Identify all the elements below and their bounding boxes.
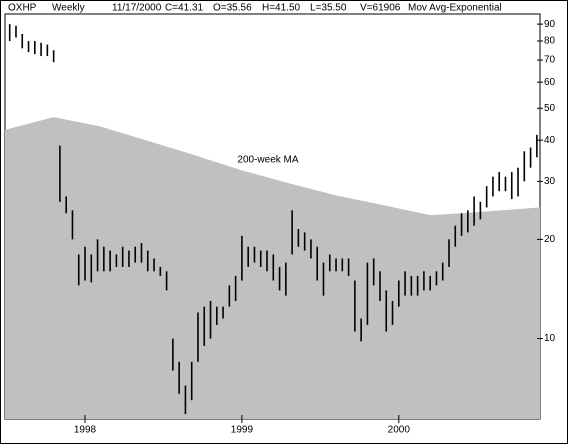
y-tick-label: 30 xyxy=(544,176,556,187)
header-text: H=41.50 xyxy=(262,3,301,14)
x-tick-label: 2000 xyxy=(388,425,411,436)
y-tick-label: 20 xyxy=(544,234,556,245)
y-tick-label: 60 xyxy=(544,77,556,88)
y-tick-label: 80 xyxy=(544,36,556,47)
x-tick-label: 1999 xyxy=(231,425,254,436)
header-text: Weekly xyxy=(52,3,85,14)
header-text: OXHP xyxy=(8,3,37,14)
header-text: C=41.31 xyxy=(165,3,204,14)
y-tick-label: 50 xyxy=(544,103,556,114)
header-text: V=61906 xyxy=(360,3,401,14)
x-tick-label: 1998 xyxy=(74,425,97,436)
y-tick-label: 10 xyxy=(544,333,556,344)
header-text: 11/17/2000 xyxy=(112,3,162,14)
header-text: L=35.50 xyxy=(310,3,347,14)
layer xyxy=(5,24,540,419)
header-text: Mov Avg-Exponential xyxy=(408,3,502,14)
y-tick-label: 40 xyxy=(544,135,556,146)
header-text: O=35.56 xyxy=(213,3,252,14)
ma-label: 200-week MA xyxy=(237,155,298,166)
y-tick-label: 90 xyxy=(544,19,556,30)
y-tick-label: 70 xyxy=(544,55,556,66)
